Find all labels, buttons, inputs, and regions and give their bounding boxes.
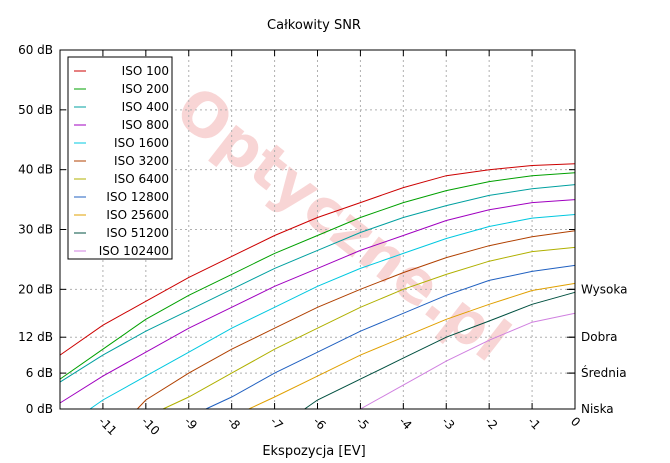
legend-label: ISO 51200 xyxy=(106,226,169,240)
y-tick-label: 20 dB xyxy=(18,282,53,296)
x-tick-label: -3 xyxy=(439,414,457,432)
x-axis-label: Ekspozycja [EV] xyxy=(262,444,365,459)
series-line xyxy=(59,172,576,380)
legend-label: ISO 6400 xyxy=(114,172,169,186)
quality-label: Wysoka xyxy=(581,282,627,296)
y-tick-labels: 0 dB 6 dB 12 dB 20 dB 30 dB 40 dB 50 dB 60 dB xyxy=(18,43,53,416)
y-tick-label: 60 dB xyxy=(18,43,53,57)
legend-label: ISO 3200 xyxy=(114,154,169,168)
legend-label: ISO 100 xyxy=(122,64,169,78)
legend-entries: ISO 100 ISO 200 ISO 400 ISO 800 ISO 1600 ISO … xyxy=(74,64,169,258)
x-tick-label: 0 xyxy=(568,414,583,429)
chart-title: Całkowity SNR xyxy=(267,18,361,33)
x-tick-label: -7 xyxy=(267,414,285,432)
legend-label: ISO 25600 xyxy=(106,208,169,222)
legend-label: ISO 200 xyxy=(122,82,169,96)
series-line xyxy=(162,246,576,410)
legend-label: ISO 12800 xyxy=(106,190,169,204)
x-tick-label: -5 xyxy=(353,414,371,432)
series-line xyxy=(89,214,576,410)
series-line xyxy=(136,230,576,410)
series-line xyxy=(360,312,576,410)
x-tick-label: -11 xyxy=(96,414,120,438)
series-lines xyxy=(59,163,576,410)
x-tick-label: -8 xyxy=(225,414,243,432)
quality-label: Niska xyxy=(581,402,614,416)
series-line xyxy=(205,264,576,410)
y-tick-label: 40 dB xyxy=(18,163,53,177)
x-tick-label: -1 xyxy=(525,414,543,432)
x-tick-label: -4 xyxy=(396,414,414,432)
y-tick-label: 0 dB xyxy=(26,402,53,416)
x-tick-labels: -11 -10 -9 -8 -7 -6 -5 -4 -3 -2 -1 0 xyxy=(96,414,583,438)
legend-box xyxy=(67,56,173,260)
quality-labels: Wysoka Dobra Średnia Niska xyxy=(567,282,627,416)
legend-label: ISO 400 xyxy=(122,100,169,114)
x-tick-label: -10 xyxy=(139,414,163,438)
watermark: Optyczne.pl xyxy=(162,73,522,376)
legend-label: ISO 800 xyxy=(122,118,169,132)
legend-label: ISO 102400 xyxy=(99,244,169,258)
y-tick-label: 12 dB xyxy=(18,330,53,344)
quality-label: Średnia xyxy=(581,365,627,380)
series-line xyxy=(59,184,576,383)
series-line xyxy=(59,163,576,356)
series-line xyxy=(248,282,576,410)
y-tick-label: 30 dB xyxy=(18,223,53,237)
x-tick-label: -6 xyxy=(310,414,328,432)
y-tick-label: 50 dB xyxy=(18,103,53,117)
quality-label: Dobra xyxy=(581,330,618,344)
x-tick-label: -2 xyxy=(482,414,500,432)
y-tick-label: 6 dB xyxy=(26,366,53,380)
watermark-text: Optyczne.pl xyxy=(162,73,522,376)
legend: ISO 100 ISO 200 ISO 400 ISO 800 ISO 1600 ISO … xyxy=(67,56,173,260)
legend-label: ISO 1600 xyxy=(114,136,169,150)
series-line xyxy=(304,291,576,410)
x-tick-label: -9 xyxy=(182,414,200,432)
series-line xyxy=(59,199,576,404)
